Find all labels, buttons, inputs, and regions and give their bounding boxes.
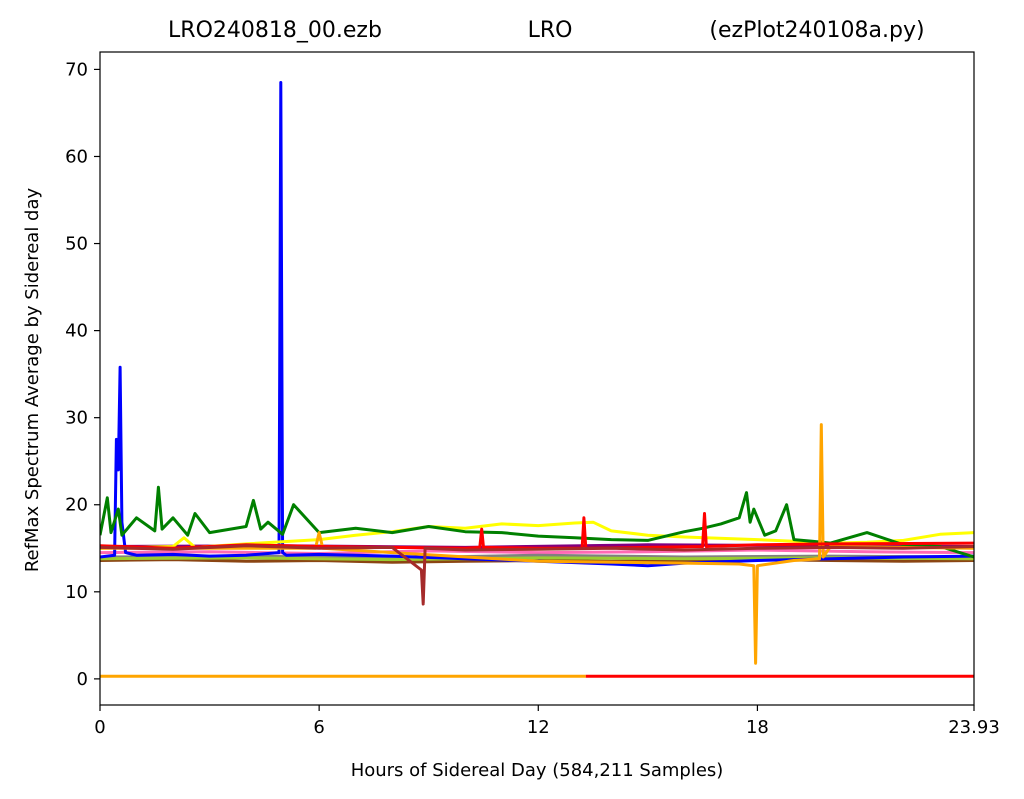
y-tick-label: 70 bbox=[65, 59, 88, 80]
y-tick-label: 20 bbox=[65, 495, 88, 516]
x-tick-label: 18 bbox=[746, 717, 769, 738]
x-tick-label: 6 bbox=[313, 717, 324, 738]
series-line-9 bbox=[100, 512, 974, 550]
series-line-7 bbox=[100, 485, 974, 559]
y-tick-label: 40 bbox=[65, 321, 88, 342]
x-tick-label: 12 bbox=[527, 717, 550, 738]
plot-frame bbox=[99, 51, 975, 706]
plot-area bbox=[100, 81, 974, 678]
series-line-1 bbox=[100, 548, 974, 555]
series-layer bbox=[100, 81, 974, 678]
series-line-5 bbox=[100, 81, 974, 568]
x-tick-label: 0 bbox=[94, 717, 105, 738]
y-tick-label: 50 bbox=[65, 234, 88, 255]
y-axis-label: RefMax Spectrum Average by Sidereal day bbox=[22, 188, 43, 573]
title-file: LRO240818_00.ezb bbox=[168, 18, 382, 43]
x-axis-label: Hours of Sidereal Day (584,211 Samples) bbox=[351, 760, 724, 781]
y-tick-label: 30 bbox=[65, 408, 88, 429]
y-axis-ticks: 0 10 20 30 40 50 60 70 bbox=[65, 59, 100, 690]
x-tick-label: 23.93 bbox=[948, 717, 1000, 738]
y-tick-label: 60 bbox=[65, 146, 88, 167]
chart-title: LRO240818_00.ezb LRO (ezPlot240108a.py) bbox=[168, 18, 925, 43]
title-site: LRO bbox=[528, 18, 573, 43]
y-tick-label: 0 bbox=[77, 669, 88, 690]
title-script: (ezPlot240108a.py) bbox=[709, 18, 924, 43]
series-line-10 bbox=[100, 544, 974, 606]
series-line-8 bbox=[100, 423, 974, 665]
x-axis-ticks: 0 6 12 18 23.93 bbox=[94, 705, 1000, 738]
y-tick-label: 10 bbox=[65, 582, 88, 603]
